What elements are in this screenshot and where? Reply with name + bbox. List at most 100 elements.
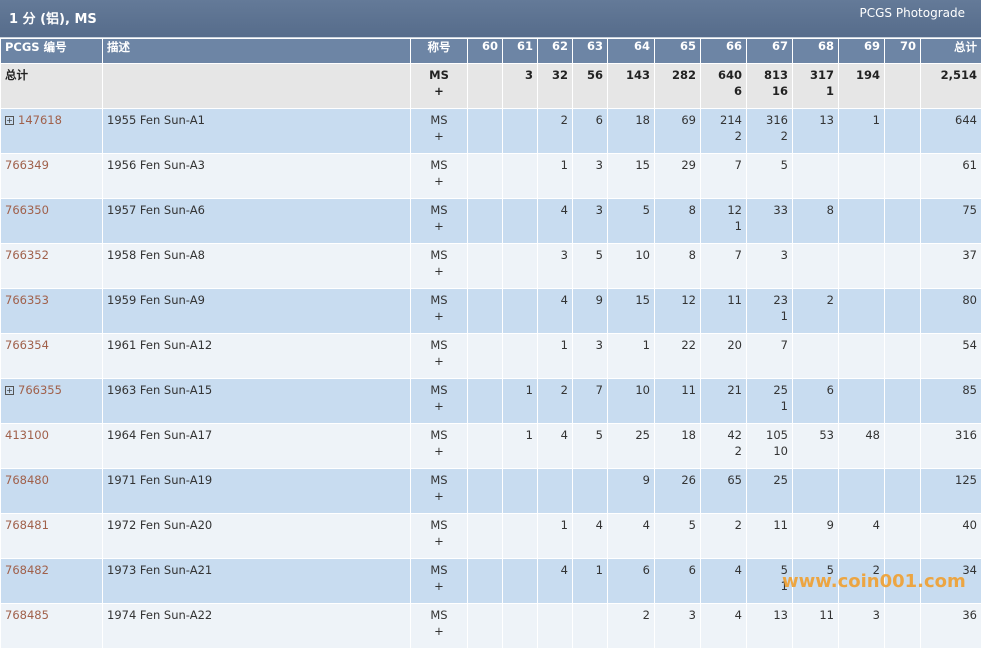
grade-count: 32 xyxy=(542,67,568,83)
pcgs-code[interactable]: 768480 xyxy=(5,473,49,487)
grade-cell xyxy=(885,514,921,559)
pcgs-code[interactable]: 147618 xyxy=(18,113,62,127)
grade-cell: 53 xyxy=(793,424,839,469)
designation-cell: MS+ xyxy=(411,379,468,424)
designation: MS xyxy=(415,382,463,398)
grade-count: 3 xyxy=(659,607,696,623)
grade-cell: 13 xyxy=(793,109,839,154)
grade-count: 4 xyxy=(542,202,568,218)
grade-count: 3 xyxy=(507,67,533,83)
pcgs-code[interactable]: 768485 xyxy=(5,608,49,622)
grade-cell: 143 xyxy=(608,64,655,109)
photograde-link[interactable]: PCGS Photograde xyxy=(860,6,965,20)
grade-cell xyxy=(839,154,885,199)
expand-icon[interactable]: + xyxy=(5,386,14,395)
grade-cell: 7 xyxy=(701,244,747,289)
designation-cell: MS+ xyxy=(411,334,468,379)
code-cell: 766350 xyxy=(1,199,103,244)
grade-count: 65 xyxy=(705,472,742,488)
grade-cell xyxy=(885,379,921,424)
description: 1955 Fen Sun-A1 xyxy=(107,113,205,127)
pcgs-code[interactable]: 766350 xyxy=(5,203,49,217)
grade-count: 3 xyxy=(577,157,603,173)
grade-count: 18 xyxy=(612,112,650,128)
description-cell: 1956 Fen Sun-A3 xyxy=(103,154,411,199)
grade-cell: 11 xyxy=(793,604,839,649)
description-cell: 1971 Fen Sun-A19 xyxy=(103,469,411,514)
grade-count: 12 xyxy=(659,292,696,308)
pcgs-code[interactable]: 768482 xyxy=(5,563,49,577)
grade-cell xyxy=(503,199,538,244)
pcgs-code[interactable]: 766352 xyxy=(5,248,49,262)
pcgs-code[interactable]: 766354 xyxy=(5,338,49,352)
grade-cell: 2 xyxy=(608,604,655,649)
grade-cell: 65 xyxy=(701,469,747,514)
total-cell: 37 xyxy=(921,244,981,289)
code-cell: 413100 xyxy=(1,424,103,469)
pcgs-code[interactable]: 766353 xyxy=(5,293,49,307)
grade-cell xyxy=(468,64,503,109)
description-cell: 1972 Fen Sun-A20 xyxy=(103,514,411,559)
grade-cell xyxy=(839,379,885,424)
pcgs-code[interactable]: 766349 xyxy=(5,158,49,172)
grade-cell xyxy=(885,64,921,109)
grade-count: 1 xyxy=(751,308,788,324)
grade-count: 16 xyxy=(751,83,788,99)
grade-count: 282 xyxy=(659,67,696,83)
row-total: 316 xyxy=(925,427,977,443)
grade-count: 25 xyxy=(751,382,788,398)
grade-count: 143 xyxy=(612,67,650,83)
pcgs-code[interactable]: 768481 xyxy=(5,518,49,532)
designation: + xyxy=(415,533,463,549)
grade-count: 4 xyxy=(542,427,568,443)
expand-icon[interactable]: + xyxy=(5,116,14,125)
grade-count: 2 xyxy=(751,128,788,144)
designation: MS xyxy=(415,607,463,623)
row-total: 75 xyxy=(925,202,977,218)
grade-count: 813 xyxy=(751,67,788,83)
grade-cell xyxy=(468,604,503,649)
total-label: 总计 xyxy=(5,68,28,82)
grade-cell xyxy=(885,109,921,154)
code-cell: 766354 xyxy=(1,334,103,379)
grade-cell xyxy=(793,154,839,199)
description: 1961 Fen Sun-A12 xyxy=(107,338,212,352)
grade-cell: 22 xyxy=(655,334,701,379)
designation-cell: MS+ xyxy=(411,469,468,514)
grade-cell xyxy=(468,469,503,514)
column-header: PCGS 编号 xyxy=(1,39,103,64)
grade-cell: 1 xyxy=(608,334,655,379)
designation: + xyxy=(415,128,463,144)
grade-count: 9 xyxy=(797,517,834,533)
grade-count: 6 xyxy=(612,562,650,578)
designation: + xyxy=(415,263,463,279)
total-cell: 61 xyxy=(921,154,981,199)
grade-count: 2 xyxy=(542,112,568,128)
grade-cell: 3 xyxy=(655,604,701,649)
grade-count: 316 xyxy=(751,112,788,128)
pcgs-code[interactable]: 413100 xyxy=(5,428,49,442)
grade-cell xyxy=(839,199,885,244)
grade-cell xyxy=(468,244,503,289)
grade-cell: 282 xyxy=(655,64,701,109)
grade-count: 1 xyxy=(542,157,568,173)
grade-cell: 32 xyxy=(538,64,573,109)
description-cell: 1973 Fen Sun-A21 xyxy=(103,559,411,604)
grade-cell xyxy=(885,334,921,379)
description-cell: 1955 Fen Sun-A1 xyxy=(103,109,411,154)
grade-cell: 1 xyxy=(503,379,538,424)
row-total: 2,514 xyxy=(925,67,977,83)
grade-count: 3 xyxy=(577,337,603,353)
grade-cell: 10 xyxy=(608,244,655,289)
grade-count: 9 xyxy=(577,292,603,308)
grade-cell xyxy=(468,514,503,559)
column-header: 66 xyxy=(701,39,747,64)
pcgs-code[interactable]: 766355 xyxy=(18,383,62,397)
grade-cell: 3 xyxy=(573,154,608,199)
grade-cell: 4 xyxy=(538,199,573,244)
